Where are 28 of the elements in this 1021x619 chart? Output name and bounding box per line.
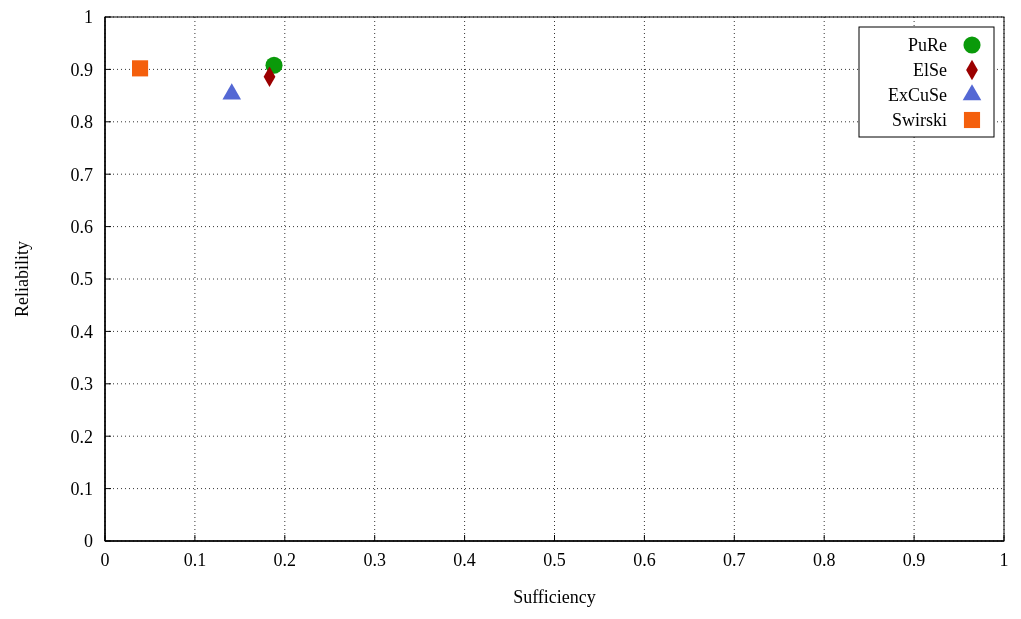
legend-label: ExCuSe: [887, 85, 947, 106]
y-tick-label: 0.5: [70, 269, 93, 290]
x-tick-label: 0.9: [902, 550, 926, 570]
y-tick-label: 0.4: [70, 321, 93, 342]
y-tick-label: 0.3: [70, 374, 93, 395]
x-tick-label: 0: [100, 550, 110, 570]
x-tick-label: 1: [999, 550, 1009, 570]
x-axis-title: Sufficiency: [513, 587, 596, 607]
x-tick-label: 0.3: [363, 550, 386, 570]
x-tick-label: 0.7: [723, 550, 746, 570]
y-axis-title: Reliability: [12, 241, 32, 317]
y-tick-label: 0.2: [70, 426, 93, 447]
x-tick-label: 0.5: [543, 550, 566, 570]
y-tick-label: 0.7: [70, 164, 93, 185]
y-tick-label: 0.1: [70, 478, 93, 499]
legend-label: PuRe: [907, 35, 947, 56]
x-tick-label: 0.1: [183, 550, 207, 570]
x-tick-label: 0.8: [812, 550, 836, 570]
legend-label: ElSe: [913, 60, 948, 81]
y-tick-label: 0.9: [70, 59, 93, 80]
x-tick-label: 0.6: [633, 550, 656, 570]
y-tick-label: 0: [84, 531, 93, 552]
y-tick-label: 0.6: [70, 216, 93, 237]
y-tick-label: 0.8: [70, 112, 93, 133]
x-tick-label: 0.4: [453, 550, 476, 570]
y-tick-label: 1: [84, 7, 93, 28]
x-tick-label: 0.2: [273, 550, 297, 570]
legend-label: Swirski: [891, 110, 947, 131]
